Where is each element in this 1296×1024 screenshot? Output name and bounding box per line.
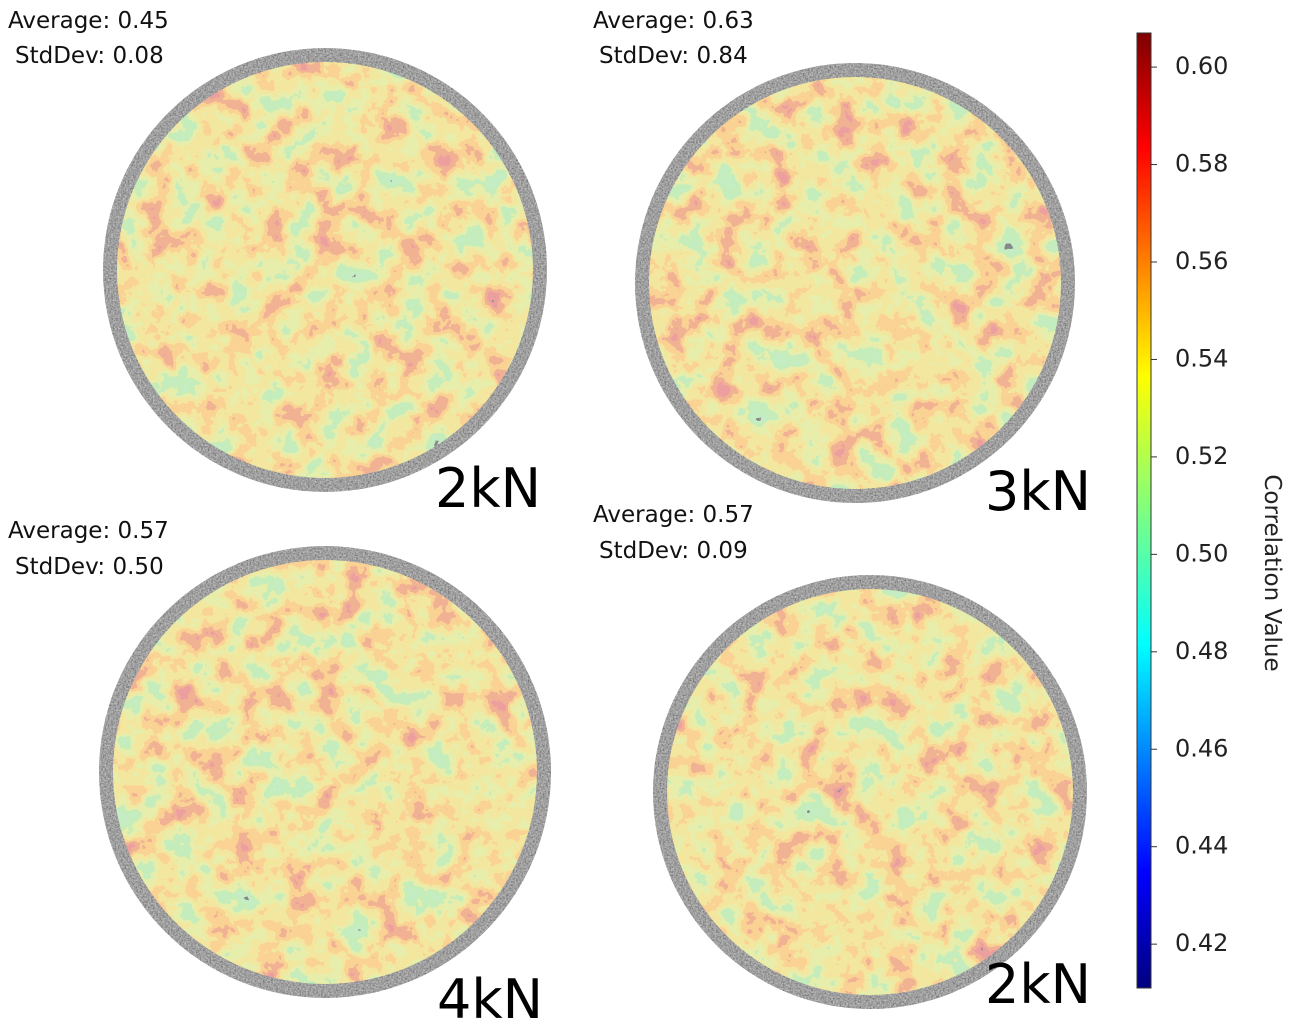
correlation-map [115,60,535,480]
average: Average: 0.63 [593,8,754,34]
colorbar-tick-label: 0.50 [1175,539,1228,567]
correlation-map [665,587,1075,997]
average: Average: 0.45 [8,8,169,34]
colorbar-tick-label: 0.42 [1175,929,1228,957]
colorbar-label: Correlation Value [1259,474,1285,671]
average: Average: 0.57 [593,502,754,528]
colorbar [1137,33,1151,988]
load-label: 3kN [985,460,1091,523]
figure: Average: 0.45 StdDev: 0.08 2kN Average: … [0,0,1296,1024]
load-label: 2kN [435,457,541,520]
colorbar-tick-label: 0.58 [1175,150,1228,178]
colorbar-tick-label: 0.54 [1175,344,1228,372]
maps [95,45,1090,1012]
average: Average: 0.57 [8,518,169,544]
stddev: StdDev: 0.09 [599,538,748,564]
colorbar-tick-label: 0.52 [1175,442,1228,470]
colorbar-tick-label: 0.60 [1175,52,1228,80]
colorbar-tick-label: 0.46 [1175,734,1228,762]
colorbar-tick-label: 0.56 [1175,247,1228,275]
colorbar-tick-label: 0.44 [1175,832,1228,860]
stddev: StdDev: 0.08 [15,43,164,69]
load-label: 4kN [437,968,543,1024]
stddev: StdDev: 0.84 [599,43,748,69]
load-label: 2kN [985,953,1091,1016]
colorbar-tick-label: 0.48 [1175,637,1228,665]
stddev: StdDev: 0.50 [15,554,164,580]
